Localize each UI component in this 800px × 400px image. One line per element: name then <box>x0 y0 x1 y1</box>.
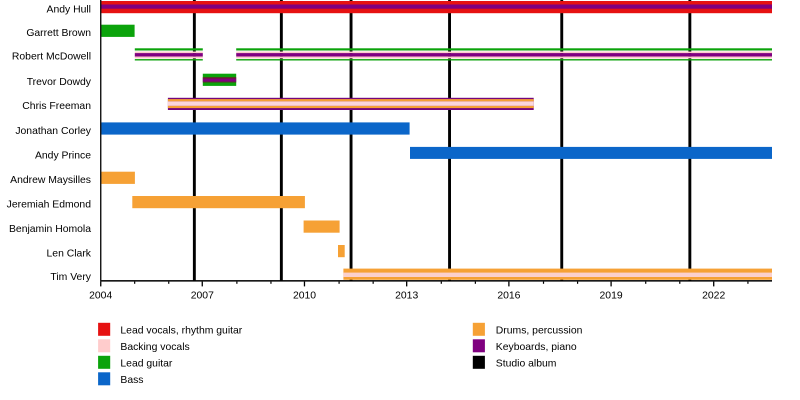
svg-text:Chris Freeman: Chris Freeman <box>22 101 91 112</box>
svg-text:Bass: Bass <box>120 375 143 386</box>
svg-text:Tim Very: Tim Very <box>50 272 91 283</box>
svg-text:Keyboards, piano: Keyboards, piano <box>496 342 577 353</box>
svg-text:2016: 2016 <box>497 291 520 302</box>
svg-text:Robert McDowell: Robert McDowell <box>12 52 91 63</box>
svg-text:2019: 2019 <box>600 291 623 302</box>
svg-text:2022: 2022 <box>702 291 725 302</box>
svg-text:2013: 2013 <box>395 291 418 302</box>
svg-text:Andy Prince: Andy Prince <box>35 150 91 161</box>
svg-text:Backing vocals: Backing vocals <box>120 342 189 353</box>
svg-text:Trevor Dowdy: Trevor Dowdy <box>27 77 92 88</box>
svg-text:2007: 2007 <box>191 291 214 302</box>
svg-text:Garrett Brown: Garrett Brown <box>26 28 91 39</box>
svg-text:Lead vocals, rhythm guitar: Lead vocals, rhythm guitar <box>120 326 242 337</box>
svg-text:Jonathan Corley: Jonathan Corley <box>15 126 91 137</box>
svg-text:Len Clark: Len Clark <box>47 248 92 259</box>
svg-text:Lead guitar: Lead guitar <box>120 359 173 370</box>
svg-text:Benjamin Homola: Benjamin Homola <box>9 224 91 235</box>
svg-text:Drums, percussion: Drums, percussion <box>496 326 583 337</box>
svg-text:Andy Hull: Andy Hull <box>47 4 91 15</box>
svg-text:2004: 2004 <box>89 291 112 302</box>
svg-text:2010: 2010 <box>293 291 316 302</box>
svg-text:Andrew Maysilles: Andrew Maysilles <box>10 175 91 186</box>
svg-text:Jeremiah Edmond: Jeremiah Edmond <box>7 199 92 210</box>
svg-text:Studio album: Studio album <box>496 359 557 370</box>
